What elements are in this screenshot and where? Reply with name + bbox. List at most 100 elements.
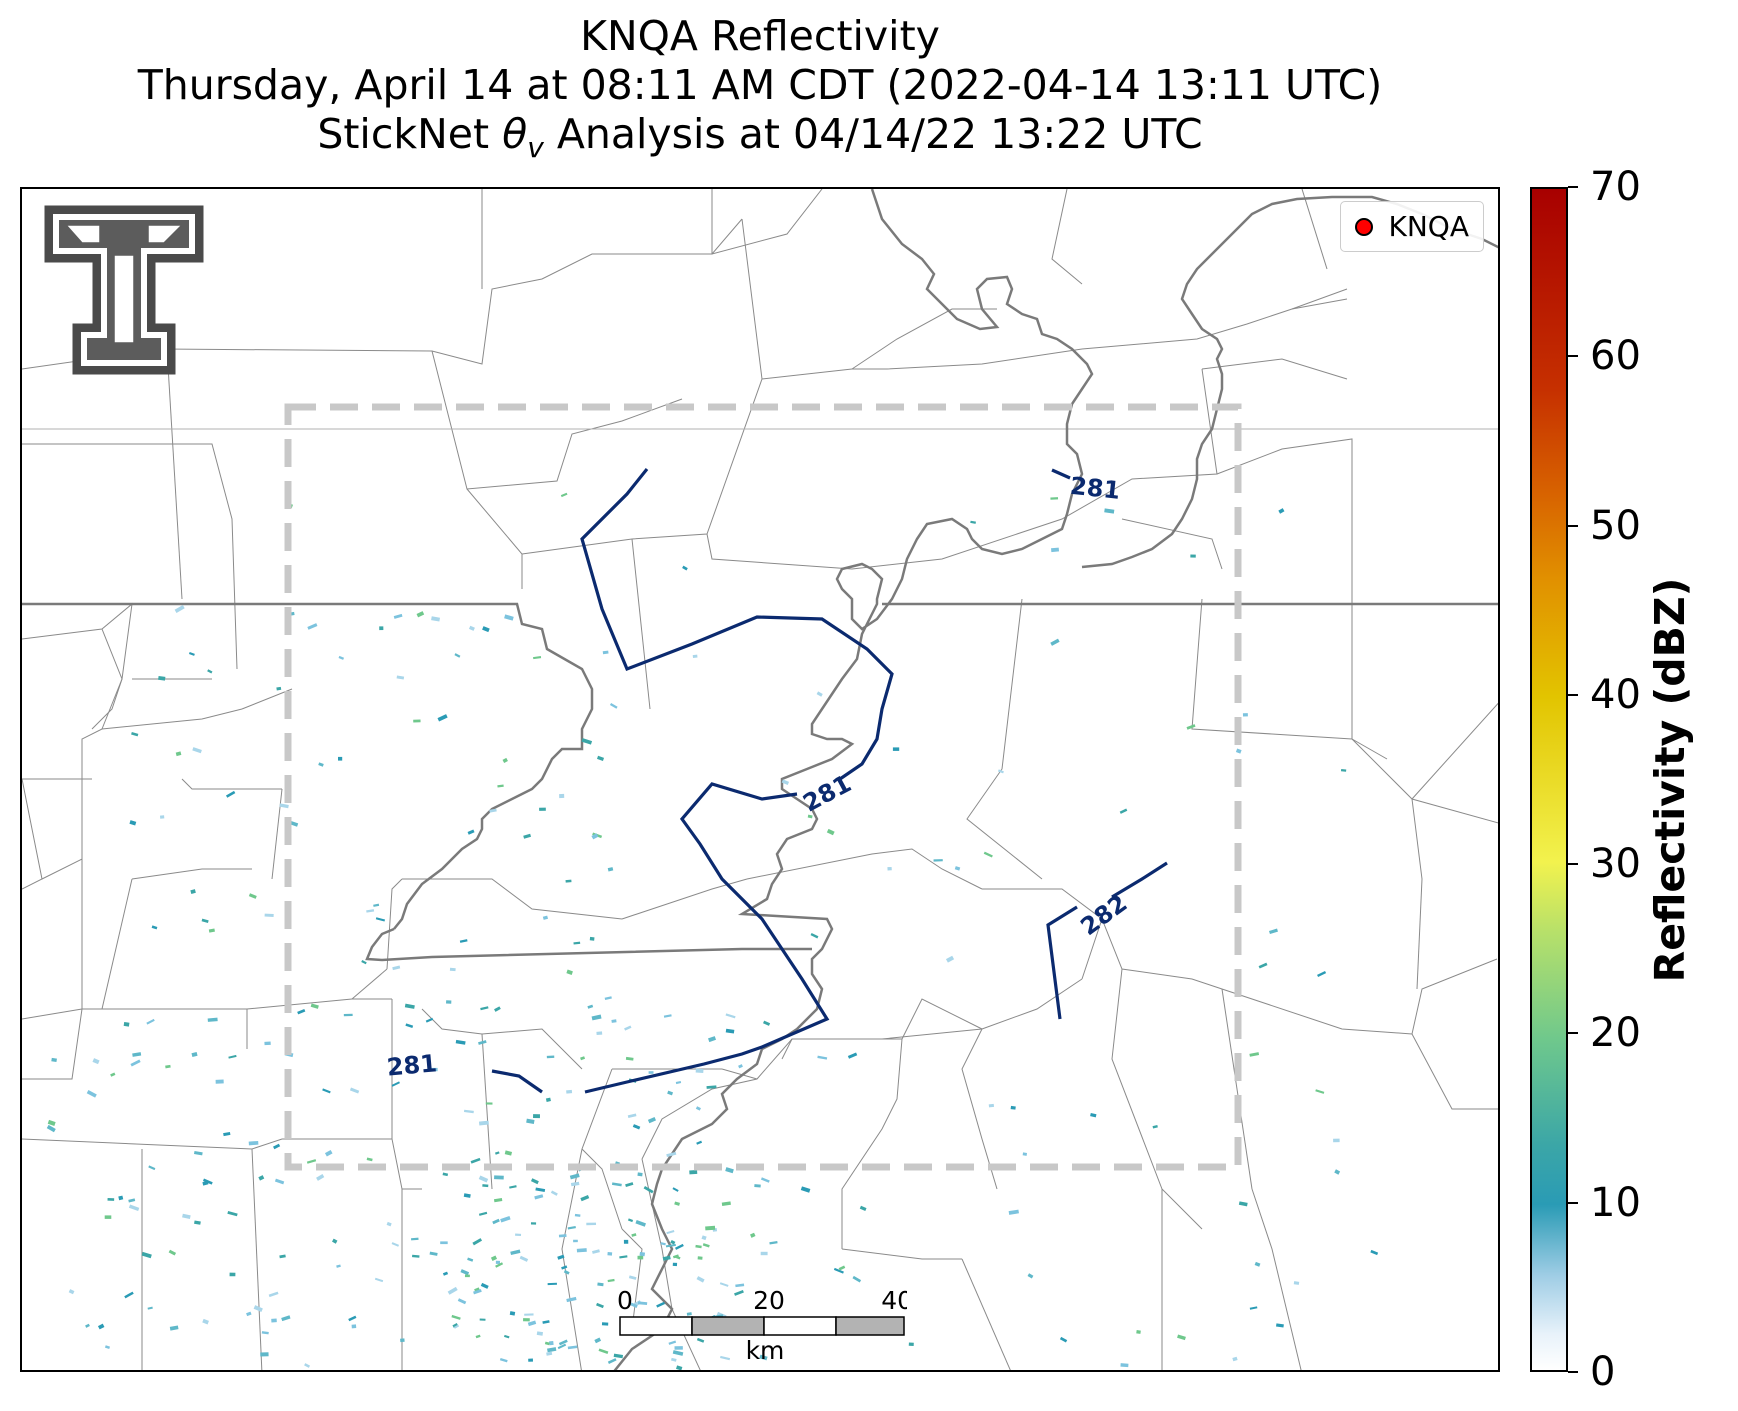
echo-pixel bbox=[623, 1239, 629, 1244]
echo-pixel bbox=[261, 1331, 269, 1335]
echo-pixel bbox=[349, 1087, 360, 1094]
echo-pixel bbox=[348, 1315, 357, 1322]
echo-pixel bbox=[201, 918, 209, 923]
echo-pixel bbox=[763, 1020, 771, 1026]
echo-pixel bbox=[807, 814, 813, 819]
scale-tick-40: 40 bbox=[881, 1287, 907, 1315]
echo-pixel bbox=[473, 1289, 482, 1295]
echo-pixel bbox=[391, 1081, 400, 1087]
echo-pixel bbox=[92, 1058, 100, 1065]
echo-pixel bbox=[392, 965, 401, 971]
echo-pixel bbox=[452, 1322, 459, 1329]
echo-pixel bbox=[720, 1355, 731, 1361]
echo-pixel bbox=[566, 1296, 577, 1303]
contour-282 bbox=[1111, 861, 1168, 899]
echo-pixel bbox=[697, 1256, 703, 1260]
echo-pixel bbox=[169, 1325, 179, 1331]
echo-pixel bbox=[504, 1150, 513, 1156]
echo-pixel bbox=[1278, 508, 1285, 514]
echo-pixel bbox=[580, 1056, 586, 1061]
echo-pixel bbox=[760, 1177, 770, 1183]
echo-pixel bbox=[279, 803, 289, 809]
echo-pixel bbox=[478, 1040, 487, 1045]
echo-pixel bbox=[479, 1318, 486, 1321]
echo-pixel bbox=[148, 1165, 156, 1171]
echo-pixel bbox=[202, 1178, 213, 1185]
echo-pixel bbox=[619, 1255, 628, 1259]
echo-pixel bbox=[464, 1274, 470, 1278]
echo-pixel bbox=[429, 1251, 438, 1256]
echo-pixel bbox=[705, 1225, 716, 1231]
echo-pixel bbox=[1190, 554, 1196, 558]
echo-pixel bbox=[304, 1363, 311, 1368]
echo-pixel bbox=[470, 1157, 481, 1164]
echo-pixel bbox=[194, 1220, 201, 1225]
echo-pixel bbox=[446, 1000, 452, 1004]
colorbar-tick-mark bbox=[1568, 186, 1578, 188]
echo-pixel bbox=[859, 1205, 867, 1211]
echo-pixel bbox=[637, 1255, 644, 1260]
echo-pixel bbox=[104, 1215, 112, 1219]
echo-pixel bbox=[228, 1054, 237, 1059]
echo-pixel bbox=[227, 1211, 238, 1217]
echo-pixel bbox=[701, 1235, 707, 1241]
echo-pixel bbox=[332, 1238, 338, 1244]
contour-281-west-tail bbox=[584, 782, 830, 1094]
echo-pixel bbox=[759, 1354, 768, 1361]
echo-pixel bbox=[281, 1315, 291, 1322]
echo-pixel bbox=[128, 1204, 140, 1212]
echo-pixel bbox=[495, 1260, 501, 1264]
echo-pixel bbox=[519, 1255, 529, 1262]
echo-pixel bbox=[455, 1039, 466, 1045]
echo-pixel bbox=[1136, 1330, 1141, 1334]
echo-pixel bbox=[702, 1243, 710, 1248]
echo-pixel bbox=[1258, 962, 1268, 969]
echo-pixel bbox=[504, 1334, 510, 1339]
echo-pixel bbox=[478, 1175, 489, 1183]
echo-pixel bbox=[566, 969, 573, 975]
echo-pixel bbox=[546, 1351, 553, 1356]
echo-pixel bbox=[451, 1314, 461, 1320]
echo-pixel bbox=[596, 1031, 603, 1036]
echo-pixel bbox=[560, 492, 568, 498]
echo-pixel bbox=[587, 1004, 594, 1009]
echo-pixel bbox=[696, 1337, 705, 1343]
map-legend: KNQA bbox=[1339, 201, 1484, 252]
echo-pixel bbox=[1249, 1306, 1258, 1310]
echo-pixel bbox=[563, 1269, 570, 1275]
contour-label-281-south: 281 bbox=[386, 1049, 438, 1081]
echo-pixel bbox=[118, 1195, 124, 1201]
echo-pixel bbox=[539, 807, 546, 811]
echo-pixel bbox=[1059, 1336, 1068, 1343]
echo-pixel bbox=[826, 828, 835, 836]
echo-pixel bbox=[307, 623, 318, 630]
echo-pixel bbox=[528, 1358, 533, 1362]
echo-pixel bbox=[502, 757, 508, 764]
echo-pixel bbox=[671, 1357, 677, 1362]
colorbar-tick-label: 40 bbox=[1590, 671, 1641, 718]
echo-pixel bbox=[1090, 1113, 1097, 1118]
echo-pixel bbox=[396, 675, 405, 680]
echo-pixel bbox=[229, 1272, 236, 1277]
echo-pixel bbox=[542, 915, 549, 920]
echo-pixel bbox=[192, 747, 202, 754]
echo-pixel bbox=[499, 1357, 508, 1363]
echo-pixel bbox=[754, 1184, 761, 1188]
echo-pixel bbox=[1104, 508, 1115, 514]
echo-pixel bbox=[493, 1198, 503, 1203]
echo-pixel bbox=[523, 1318, 530, 1322]
echo-pixel bbox=[497, 784, 504, 788]
texas-tech-logo bbox=[44, 205, 204, 375]
echo-pixel bbox=[695, 1106, 701, 1111]
echo-pixel bbox=[478, 1120, 489, 1126]
echo-pixel bbox=[248, 1140, 259, 1146]
echo-pixel bbox=[674, 1243, 684, 1250]
colorbar-tick-label: 50 bbox=[1590, 502, 1641, 549]
echo-pixel bbox=[665, 1243, 676, 1248]
echo-pixel bbox=[580, 1195, 590, 1202]
echo-pixel bbox=[97, 1323, 105, 1330]
echo-pixel bbox=[1370, 1249, 1379, 1256]
title-line-3: StickNet θv Analysis at 04/14/22 13:22 U… bbox=[317, 110, 1203, 165]
title-line-2: Thursday, April 14 at 08:11 AM CDT (2022… bbox=[137, 61, 1383, 109]
echo-pixel bbox=[168, 1249, 177, 1256]
